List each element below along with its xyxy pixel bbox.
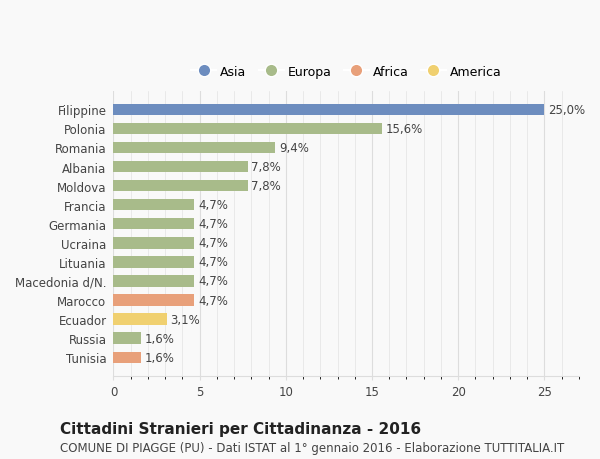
Bar	[113, 352, 141, 363]
Bar	[113, 218, 194, 230]
Bar	[113, 313, 167, 325]
Legend: Asia, Europa, Africa, America: Asia, Europa, Africa, America	[186, 61, 506, 84]
Bar	[113, 333, 141, 344]
Bar	[113, 200, 194, 211]
Text: 4,7%: 4,7%	[198, 237, 228, 250]
Bar	[113, 162, 248, 173]
Text: 4,7%: 4,7%	[198, 199, 228, 212]
Text: 4,7%: 4,7%	[198, 275, 228, 288]
Bar	[113, 238, 194, 249]
Bar	[113, 276, 194, 287]
Text: 15,6%: 15,6%	[386, 123, 423, 135]
Bar	[113, 142, 275, 154]
Text: 4,7%: 4,7%	[198, 294, 228, 307]
Text: COMUNE DI PIAGGE (PU) - Dati ISTAT al 1° gennaio 2016 - Elaborazione TUTTITALIA.: COMUNE DI PIAGGE (PU) - Dati ISTAT al 1°…	[60, 442, 564, 454]
Text: 7,8%: 7,8%	[251, 161, 281, 174]
Text: 1,6%: 1,6%	[145, 351, 175, 364]
Text: 3,1%: 3,1%	[170, 313, 200, 326]
Text: 7,8%: 7,8%	[251, 180, 281, 193]
Text: 9,4%: 9,4%	[279, 142, 309, 155]
Text: 4,7%: 4,7%	[198, 218, 228, 231]
Text: 4,7%: 4,7%	[198, 256, 228, 269]
Bar	[113, 180, 248, 192]
Bar	[113, 104, 544, 116]
Text: Cittadini Stranieri per Cittadinanza - 2016: Cittadini Stranieri per Cittadinanza - 2…	[60, 421, 421, 436]
Bar	[113, 295, 194, 306]
Bar	[113, 257, 194, 268]
Bar	[113, 123, 382, 135]
Text: 1,6%: 1,6%	[145, 332, 175, 345]
Text: 25,0%: 25,0%	[548, 104, 585, 117]
